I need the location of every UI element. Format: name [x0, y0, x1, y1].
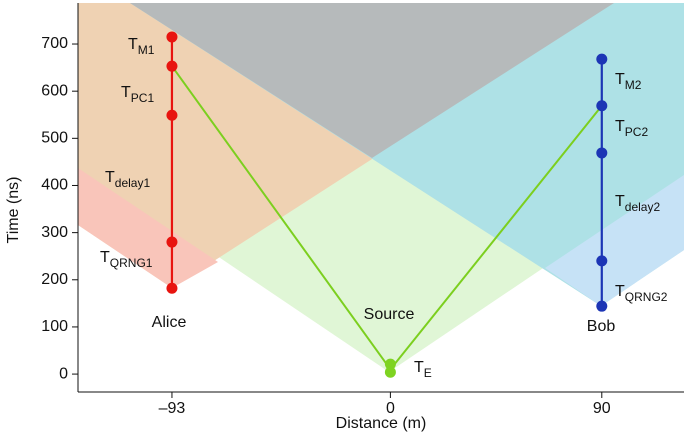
data-point [166, 60, 178, 72]
bob-lower-region [545, 175, 684, 306]
data-point [166, 109, 178, 121]
annotation: TE [414, 359, 432, 380]
data-point [596, 53, 608, 65]
x-tick-label: 90 [593, 400, 611, 417]
annotation-main: T [414, 359, 424, 376]
annotation: TQRNG2 [615, 283, 668, 304]
annotation-subscript: QRNG2 [625, 290, 668, 304]
data-point [596, 300, 608, 312]
y-tick-label: 100 [41, 318, 68, 335]
annotation-subscript: M1 [138, 43, 155, 57]
light-cones [78, 3, 684, 372]
data-point [166, 31, 178, 43]
y-tick-label: 200 [41, 271, 68, 288]
annotation-main: T [615, 193, 625, 210]
x-tick-label: 0 [386, 400, 395, 417]
data-point [166, 282, 178, 294]
annotation: TPC1 [121, 84, 154, 105]
y-tick-label: 500 [41, 130, 68, 147]
annotation-subscript: QRNG1 [110, 256, 153, 270]
annotation: Tdelay1 [105, 169, 150, 190]
y-tick-label: 700 [41, 35, 68, 52]
annotation-subscript: E [424, 366, 432, 380]
annotation: TPC2 [615, 118, 648, 139]
x-axis-label: Distance (m) [336, 415, 427, 432]
y-tick-label: 400 [41, 177, 68, 194]
alice-lower-region [78, 168, 218, 288]
annotation-subscript: M2 [625, 78, 642, 92]
y-tick-label: 300 [41, 224, 68, 241]
x-tick-label: –93 [159, 400, 186, 417]
annotation-main: T [105, 169, 115, 186]
series-label: Source [364, 306, 415, 323]
annotation-main: T [100, 249, 110, 266]
data-point [166, 236, 178, 248]
annotation-subscript: delay1 [115, 176, 151, 190]
overlap-cone [130, 3, 614, 158]
data-point [596, 147, 608, 159]
annotation: Tdelay2 [615, 193, 660, 214]
series-label: Alice [152, 314, 187, 331]
annotation-subscript: PC2 [625, 125, 649, 139]
annotation: TQRNG1 [100, 249, 153, 270]
y-tick-label: 600 [41, 82, 68, 99]
annotation: TM2 [615, 71, 642, 92]
data-point [596, 100, 608, 112]
series-label: Bob [587, 318, 616, 335]
annotation: TM1 [128, 36, 155, 57]
annotation-main: T [128, 36, 138, 53]
annotation-main: T [615, 283, 625, 300]
annotation-main: T [615, 71, 625, 88]
annotation-main: T [121, 84, 131, 101]
annotation-subscript: delay2 [625, 200, 661, 214]
y-axis-label: Time (ns) [5, 177, 22, 244]
y-tick-label: 0 [59, 365, 68, 382]
annotation-main: T [615, 118, 625, 135]
data-point [596, 255, 608, 267]
data-point [384, 358, 396, 370]
annotation-subscript: PC1 [131, 91, 155, 105]
data-point [384, 366, 396, 378]
